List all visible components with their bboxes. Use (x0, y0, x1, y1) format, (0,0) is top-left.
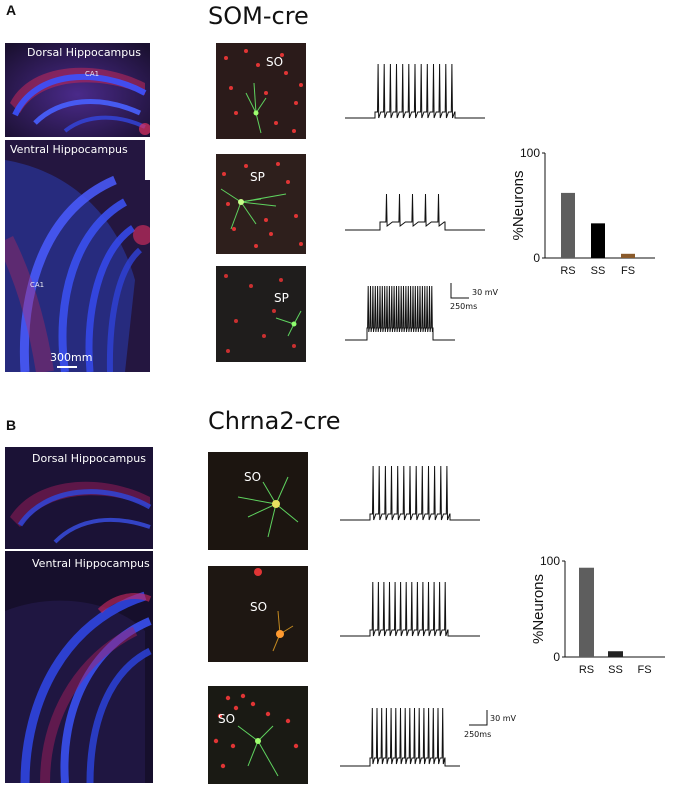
panel-b-chart-y-tick-label: 0 (553, 650, 560, 664)
panel-a-bar-chart: 0 100 %Neurons RS SS FS (510, 140, 660, 280)
panel-a-chart-bar-fs (621, 253, 635, 258)
panel-a-trace-2 (345, 188, 485, 236)
panel-b-dorsal-hippocampus-image: Dorsal Hippocampus (5, 447, 153, 549)
panel-b-chart-category-label: RS (579, 664, 594, 676)
panel-a-dorsal-label: Dorsal Hippocampus (27, 46, 141, 59)
panel-a-scale-time: 250ms (450, 302, 478, 311)
panel-a-letter: A (6, 2, 17, 18)
panel-b-cell-image-3: SO (208, 686, 308, 784)
panel-a-cell-label-1: SO (266, 55, 284, 69)
panel-a-ca1-ventral-label: CA1 (30, 281, 45, 289)
panel-b-chart-category-label: FS (637, 664, 651, 676)
panel-b-ventral-hippocampus-image: Ventral Hippocampus (5, 551, 153, 783)
panel-a-ventral-label: Ventral Hippocampus (10, 143, 128, 156)
panel-a-trace-3 (345, 282, 455, 348)
panel-b-title: Chrna2-cre (208, 407, 341, 435)
panel-b-cell-label-1: SO (244, 470, 262, 484)
panel-a-chart-bar-rs (561, 192, 575, 258)
panel-a-ca1-dorsal-label: CA1 (85, 70, 100, 78)
panel-a-cell-image-1: SO (216, 43, 306, 139)
panel-b-trace-3 (340, 702, 460, 772)
panel-b-cell-label-3: SO (218, 712, 236, 726)
panel-b-dorsal-label: Dorsal Hippocampus (32, 452, 146, 465)
panel-b-letter: B (6, 417, 17, 433)
panel-a-trace-1 (345, 60, 485, 126)
panel-b-chart-y-tick-label: 100 (540, 554, 560, 568)
panel-a-chart-category-label: FS (621, 265, 635, 277)
panel-a-chart-y-label: %Neurons (510, 170, 527, 240)
panel-a-chart-category-label: RS (560, 265, 575, 277)
panel-b-scale-time: 250ms (464, 730, 492, 739)
panel-b-chart-bar-ss (608, 651, 623, 657)
panel-b-chart-bar-rs (579, 567, 594, 657)
panel-a-scale-voltage: 30 mV (472, 288, 498, 297)
panel-a-scalebar (450, 283, 470, 299)
panel-b-cell-image-2: SO (208, 566, 308, 662)
panel-b-chart-y-label: %Neurons (530, 574, 547, 644)
panel-a-cell-image-2: SP (216, 154, 306, 254)
panel-a-dorsal-hippocampus-image: Dorsal Hippocampus CA1 (5, 43, 150, 137)
panel-a-cell-label-2: SP (250, 170, 265, 184)
panel-b-cell-label-2: SO (250, 600, 268, 614)
panel-b-scalebar (468, 710, 488, 726)
panel-b-trace-2 (340, 578, 480, 642)
panel-a-chart-y-tick-label: 100 (520, 146, 540, 160)
panel-a-chart-y-tick-label: 0 (533, 251, 540, 265)
panel-a-scale-label: 300mm (50, 351, 93, 364)
panel-b-trace-1 (340, 462, 480, 526)
panel-a-title: SOM-cre (208, 2, 309, 30)
panel-b-ventral-label: Ventral Hippocampus (32, 557, 150, 570)
panel-a-ventral-hippocampus-image: Ventral Hippocampus CA1 300mm (5, 140, 150, 372)
panel-a-chart-bar-ss (591, 223, 605, 258)
panel-a-cell-label-3: SP (274, 291, 289, 305)
panel-b-chart-category-label: SS (608, 664, 623, 676)
panel-b-cell-image-1: SO (208, 452, 308, 550)
panel-a-scale-bar (57, 366, 77, 368)
panel-a-cell-image-3: SP (216, 266, 306, 362)
panel-b-scale-voltage: 30 mV (490, 714, 516, 723)
panel-b-bar-chart: 0 100 %Neurons RS SS FS (510, 540, 675, 680)
panel-a-chart-category-label: SS (591, 265, 606, 277)
